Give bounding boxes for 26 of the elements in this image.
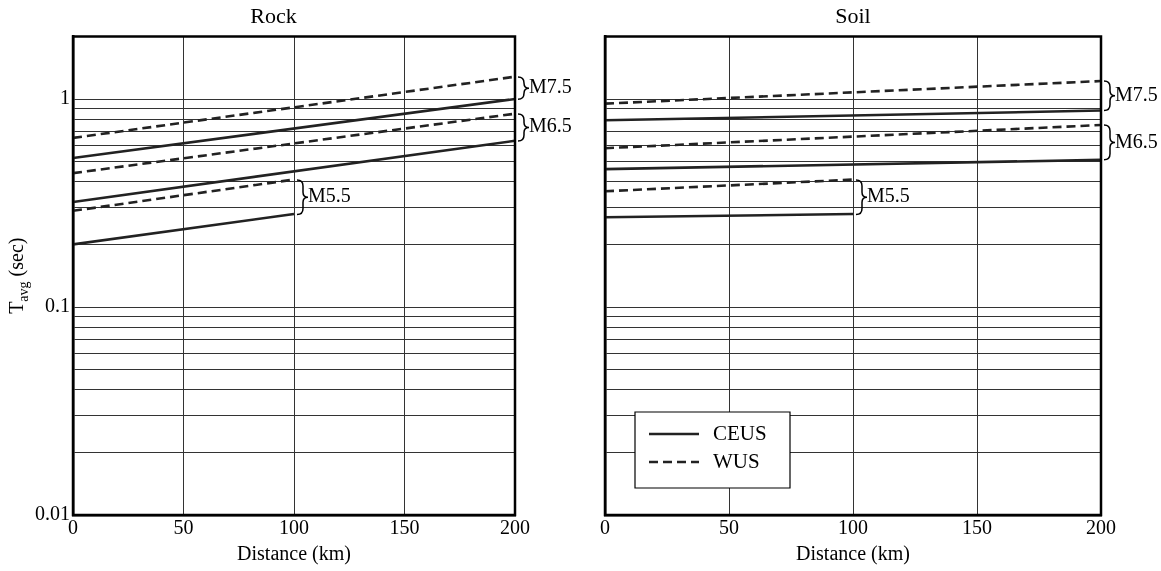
x-tick-label: 150 <box>962 516 992 539</box>
annotation: M5.5 <box>308 184 351 207</box>
x-axis-title: Distance (km) <box>237 542 351 566</box>
x-tick-label: 200 <box>500 516 530 539</box>
x-tick-label: 50 <box>173 516 194 539</box>
y-axis-title: Tavg (sec) <box>5 237 31 314</box>
text: M7.5 <box>1115 83 1158 106</box>
chart-title: Rock <box>250 2 297 28</box>
text: M6.5 <box>529 114 572 137</box>
y-tick-label: 0.01 <box>35 502 70 525</box>
x-tick-label: 100 <box>279 516 309 539</box>
chart-title: Soil <box>835 2 871 28</box>
x-tick-label: 200 <box>1086 516 1116 539</box>
x-tick-label: 0 <box>68 516 78 539</box>
x-tick-label: 100 <box>838 516 868 539</box>
x-tick-label: 150 <box>389 516 420 539</box>
x-tick-label: 0 <box>600 516 610 539</box>
text: M7.5 <box>529 75 572 98</box>
annotation: M5.5 <box>867 184 910 207</box>
x-axis-title: Distance (km) <box>796 542 910 566</box>
legend-label: CEUS <box>713 420 767 445</box>
y-tick-label: 1 <box>60 86 70 109</box>
y-tick-label: 0.1 <box>45 294 70 317</box>
legend-label: WUS <box>713 448 760 473</box>
text: M6.5 <box>1115 129 1158 152</box>
x-tick-label: 50 <box>719 516 739 539</box>
